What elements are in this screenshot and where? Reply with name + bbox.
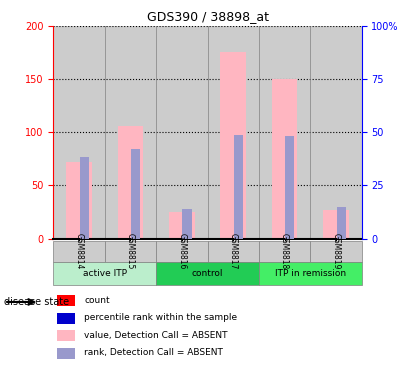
Text: percentile rank within the sample: percentile rank within the sample (84, 313, 238, 322)
Bar (156, 26, 208, 239)
Bar (80, 157, 89, 239)
Text: value, Detection Call = ABSENT: value, Detection Call = ABSENT (84, 331, 228, 340)
Bar (272, 79, 298, 239)
FancyBboxPatch shape (105, 241, 156, 262)
Bar (220, 52, 246, 239)
Bar (105, 26, 156, 239)
Bar (310, 26, 362, 239)
FancyBboxPatch shape (259, 262, 362, 285)
Bar (66, 162, 92, 239)
Bar (234, 135, 243, 239)
FancyBboxPatch shape (156, 241, 208, 262)
Bar (57, 330, 75, 341)
FancyBboxPatch shape (208, 241, 259, 262)
Bar (57, 295, 75, 306)
Bar (323, 210, 349, 239)
Text: GSM8816: GSM8816 (178, 234, 186, 270)
Bar (131, 149, 140, 239)
Text: GSM8818: GSM8818 (280, 234, 289, 270)
FancyBboxPatch shape (259, 241, 310, 262)
Text: GSM8814: GSM8814 (75, 234, 83, 270)
Bar (57, 348, 75, 359)
Bar (169, 212, 195, 239)
Text: GSM8817: GSM8817 (229, 234, 238, 270)
Bar (118, 126, 143, 239)
FancyBboxPatch shape (310, 241, 362, 262)
Text: GSM8815: GSM8815 (126, 234, 135, 270)
Text: control: control (192, 269, 223, 278)
FancyBboxPatch shape (156, 262, 259, 285)
Bar (182, 209, 192, 239)
Text: count: count (84, 296, 110, 305)
Bar (337, 207, 346, 239)
Text: GSM8819: GSM8819 (332, 234, 340, 270)
Text: ITP in remission: ITP in remission (275, 269, 346, 278)
FancyBboxPatch shape (53, 241, 105, 262)
Text: active ITP: active ITP (83, 269, 127, 278)
Text: disease state: disease state (4, 297, 69, 307)
Title: GDS390 / 38898_at: GDS390 / 38898_at (147, 10, 268, 23)
FancyBboxPatch shape (53, 262, 156, 285)
Bar (285, 137, 294, 239)
Bar (53, 26, 105, 239)
Bar (208, 26, 259, 239)
Text: rank, Detection Call = ABSENT: rank, Detection Call = ABSENT (84, 348, 223, 357)
Bar (259, 26, 310, 239)
Bar (57, 313, 75, 324)
